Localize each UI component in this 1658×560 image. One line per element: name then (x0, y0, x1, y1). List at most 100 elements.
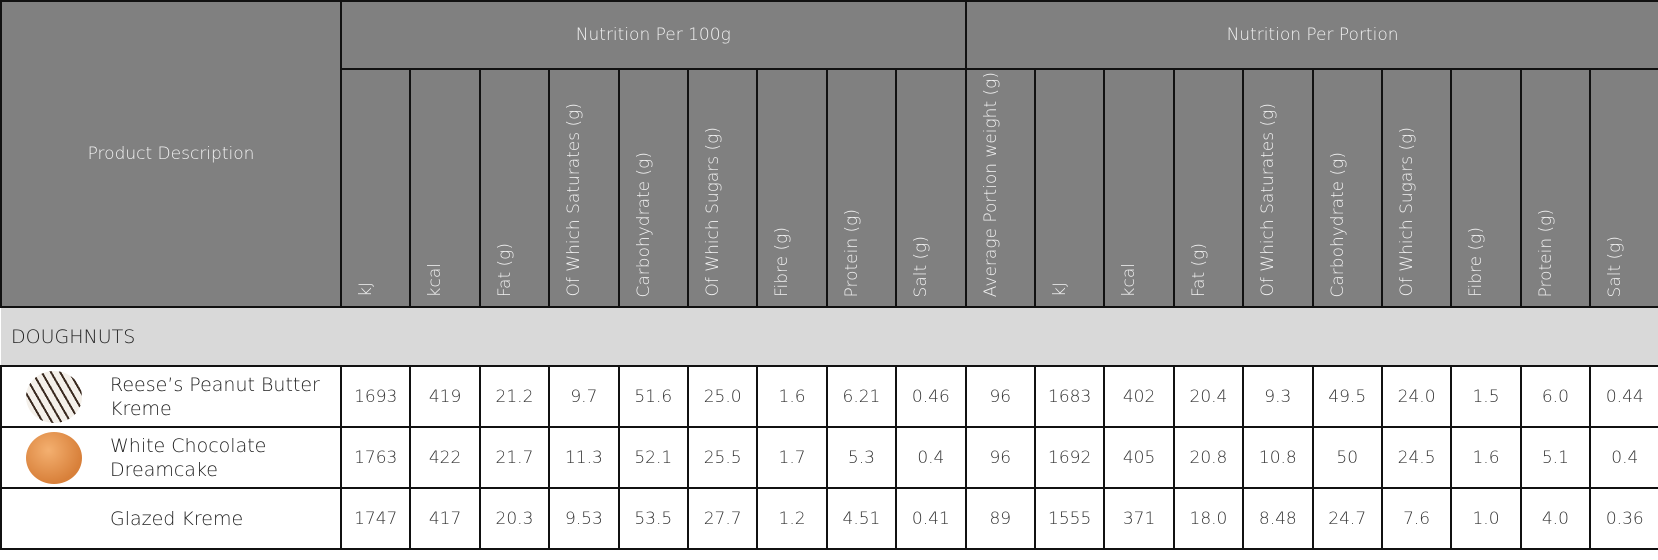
column-header-text: kcal (425, 262, 446, 297)
value-cell: 1693 (339, 365, 412, 428)
value-cell: 371 (1103, 487, 1175, 550)
value-cell: 5.1 (1519, 426, 1592, 489)
value-cell: 96 (964, 365, 1036, 428)
product-row: Reese’s Peanut Butter Kreme 1693 419 21.2 9.… (0, 365, 1658, 428)
product-name: White Chocolate Dreamcake (110, 434, 267, 481)
value-cell: 24.7 (1311, 487, 1383, 550)
column-header: Fibre (g) (1450, 68, 1522, 308)
section-row: DOUGHNUTS (1, 306, 1658, 367)
value-cell: 1763 (339, 426, 412, 489)
group-header-row: Product Description Nutrition Per 100g Nut… (0, 0, 1658, 308)
value-cell: 24.0 (1380, 365, 1453, 428)
column-header-text: Fibre (g) (1466, 226, 1487, 297)
value-cell: 4.51 (825, 487, 898, 550)
value-cell: 0.4 (895, 426, 967, 489)
column-header-text: Fat (g) (494, 242, 515, 297)
value-cell: 1683 (1033, 365, 1106, 428)
product-header: Product Description (0, 0, 342, 308)
product-row: Glazed Kreme 1747 417 20.3 9.53 53.5 27.7 1.2 4.… (0, 487, 1658, 550)
column-header-text: Of Which Saturates (g) (564, 103, 585, 297)
value-cell: 0.46 (895, 365, 967, 428)
column-header: kJ (339, 68, 412, 308)
value-cell: 0.41 (895, 487, 967, 550)
product-name: Glazed Kreme (110, 507, 244, 530)
product-thumbnail (26, 493, 82, 545)
column-header-text: kJ (1049, 282, 1070, 297)
product-cell: White Chocolate Dreamcake (0, 426, 342, 489)
product-thumbnail (26, 431, 82, 484)
product-name: Reese’s Peanut Butter Kreme (110, 373, 320, 420)
value-cell: 27.7 (686, 487, 759, 550)
column-header-text: Carbohydrate (g) (633, 151, 654, 298)
value-cell: 1.5 (1450, 365, 1522, 428)
value-cell: 21.7 (478, 426, 551, 489)
value-cell: 4.0 (1519, 487, 1592, 550)
value-cell: 6.21 (825, 365, 898, 428)
value-cell: 21.2 (478, 365, 551, 428)
value-cell: 20.3 (478, 487, 551, 550)
column-header: Fibre (g) (756, 68, 828, 308)
column-header: Protein (g) (825, 68, 898, 308)
column-header: Carbohydrate (g) (617, 68, 689, 308)
value-cell: 1747 (339, 487, 412, 550)
value-cell: 1.0 (1450, 487, 1522, 550)
column-header: Average Portion weight (g) (964, 68, 1036, 308)
value-cell: 25.5 (686, 426, 759, 489)
value-cell: 20.4 (1172, 365, 1245, 428)
column-header-text: Fat (g) (1188, 242, 1209, 297)
column-header: Protein (g) (1519, 68, 1592, 308)
value-cell: 49.5 (1311, 365, 1383, 428)
value-cell: 10.8 (1242, 426, 1314, 489)
column-header-text: Salt (g) (911, 235, 932, 297)
value-cell: 53.5 (617, 487, 689, 550)
column-header-text: Fibre (g) (772, 226, 793, 297)
group-header: Nutrition Per 100g (340, 0, 967, 70)
value-cell: 1.2 (756, 487, 828, 550)
value-cell: 25.0 (686, 365, 759, 428)
value-cell: 419 (409, 365, 481, 428)
column-header: Of Which Saturates (g) (548, 68, 620, 308)
value-cell: 1.7 (756, 426, 828, 489)
column-header: Salt (g) (1589, 68, 1658, 308)
product-cell: Glazed Kreme (0, 487, 342, 550)
value-cell: 9.3 (1242, 365, 1314, 428)
value-cell: 417 (409, 487, 481, 550)
column-header: Of Which Sugars (g) (686, 68, 759, 308)
column-header: Salt (g) (895, 68, 967, 308)
value-cell: 0.44 (1589, 365, 1658, 428)
column-header-text: Carbohydrate (g) (1327, 151, 1348, 298)
value-cell: 6.0 (1519, 365, 1592, 428)
value-cell: 24.5 (1380, 426, 1453, 489)
value-cell: 9.7 (548, 365, 620, 428)
value-cell: 0.4 (1589, 426, 1658, 489)
value-cell: 7.6 (1380, 487, 1453, 550)
value-cell: 405 (1103, 426, 1175, 489)
product-row: White Chocolate Dreamcake 1763 422 21.7 11.3… (0, 426, 1658, 489)
product-wrap: Glazed Kreme (3, 493, 339, 545)
value-cell: 0.36 (1589, 487, 1658, 550)
value-cell: 1692 (1033, 426, 1106, 489)
value-cell: 89 (964, 487, 1036, 550)
column-header: Of Which Saturates (g) (1242, 68, 1314, 308)
column-header: Of Which Sugars (g) (1380, 68, 1453, 308)
section-label: DOUGHNUTS (1, 306, 1658, 367)
value-cell: 402 (1103, 365, 1175, 428)
value-cell: 422 (409, 426, 481, 489)
column-header-text: Of Which Saturates (g) (1258, 103, 1279, 297)
value-cell: 96 (964, 426, 1036, 489)
value-cell: 18.0 (1172, 487, 1245, 550)
value-cell: 8.48 (1242, 487, 1314, 550)
value-cell: 1.6 (756, 365, 828, 428)
column-header-text: Salt (g) (1605, 235, 1626, 297)
value-cell: 1.6 (1450, 426, 1522, 489)
value-cell: 52.1 (617, 426, 689, 489)
column-header-text: Of Which Sugars (g) (1396, 127, 1417, 297)
column-header-text: Average Portion weight (g) (980, 71, 1001, 297)
product-wrap: Reese’s Peanut Butter Kreme (3, 370, 339, 423)
column-header: kcal (1103, 68, 1175, 308)
column-header: kcal (409, 68, 481, 308)
product-wrap: White Chocolate Dreamcake (3, 431, 339, 484)
group-header: Nutrition Per Portion (964, 0, 1658, 70)
column-header-text: kcal (1119, 262, 1140, 297)
